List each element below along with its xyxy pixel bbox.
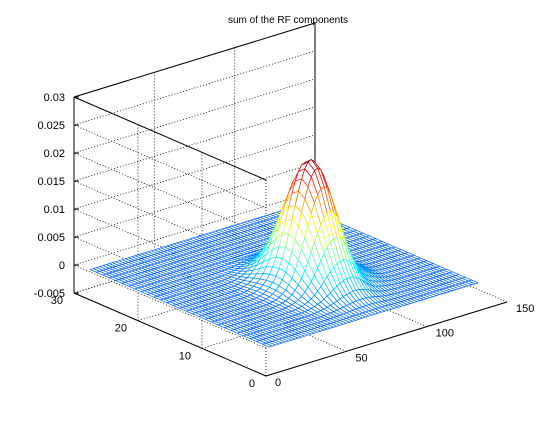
y-tick-label-1: 10: [179, 350, 191, 362]
surface-mesh: [89, 159, 479, 348]
z-grid-left-6: [73, 124, 267, 209]
z-grid-back-2: [73, 162, 316, 238]
axes-box-front: [73, 96, 508, 377]
surface-cell: [262, 342, 273, 348]
z-tick-label-3: 0.01: [44, 204, 65, 216]
y-axis-line: [73, 292, 267, 377]
z-grid-back-7: [73, 22, 316, 98]
z-tick-label-4: 0.015: [37, 176, 65, 188]
y-tick-label-0: 0: [249, 378, 255, 390]
z-tick-label-1: 0: [59, 260, 65, 272]
z-tick-label-7: 0.03: [44, 92, 65, 104]
y-tick-label-3: 30: [51, 295, 63, 307]
x-tick-label-2: 100: [436, 328, 454, 340]
y-tick-label-2: 20: [115, 323, 127, 335]
x-tick-label-3: 150: [516, 303, 534, 315]
x-tick-label-0: 0: [275, 377, 281, 389]
z-tick-label-5: 0.02: [44, 148, 65, 160]
z-grid-back-3: [73, 134, 316, 210]
z-grid-back-4: [73, 106, 316, 182]
z-grid-left-7: [73, 96, 267, 181]
x-tick-label-1: 50: [355, 352, 367, 364]
z-grid-left-2: [73, 236, 267, 321]
z-grid-left-4: [73, 180, 267, 265]
tick-labels: -0.00500.0050.010.0150.020.0250.03050100…: [34, 92, 535, 390]
z-grid-left-1: [73, 264, 267, 349]
z-tick-label-6: 0.025: [37, 120, 65, 132]
z-grid-back-5: [73, 78, 316, 154]
chart-title: sum of the RF components: [228, 15, 348, 26]
x-axis-line: [265, 301, 508, 377]
z-tick-label-2: 0.005: [37, 232, 65, 244]
z-grid-left-5: [73, 152, 267, 237]
z-grid-back-1: [73, 190, 316, 266]
z-tick-label-0: -0.005: [34, 288, 65, 300]
z-grid-back-6: [73, 50, 316, 126]
z-grid-left-3: [73, 208, 267, 293]
